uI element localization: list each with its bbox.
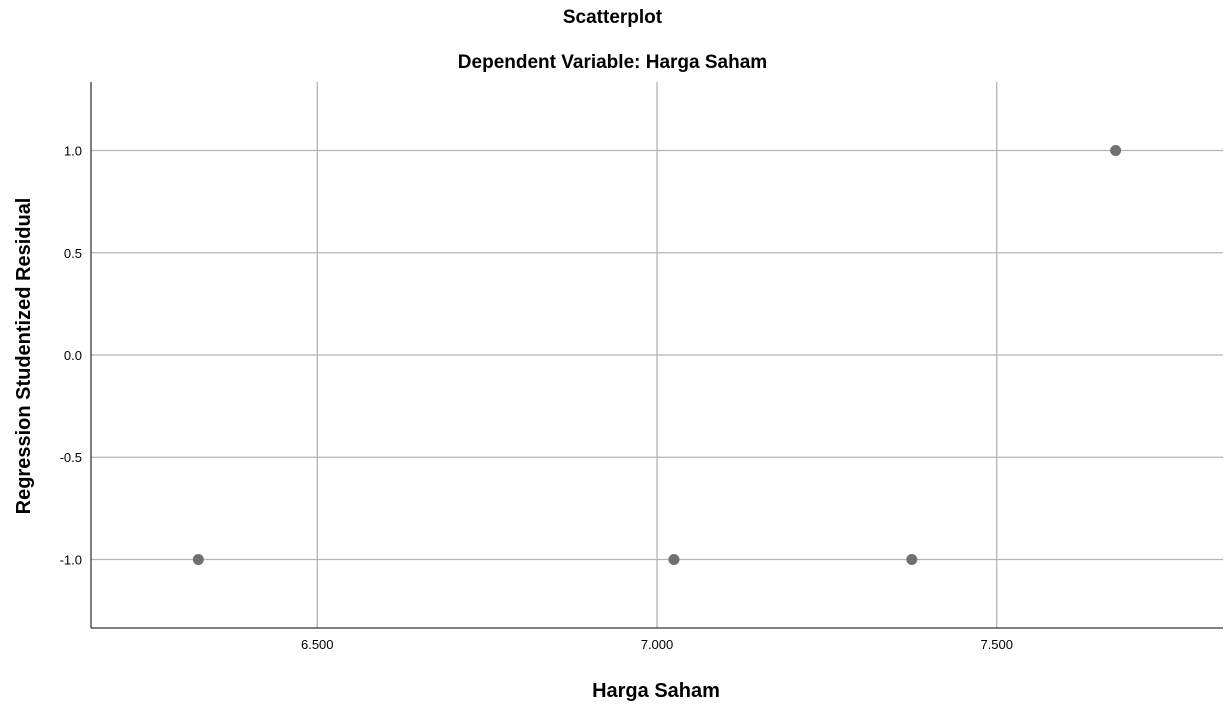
x-tick-label: 6.500 bbox=[301, 637, 334, 652]
y-tick-label: 1.0 bbox=[64, 144, 82, 159]
x-tick-label: 7.500 bbox=[980, 637, 1013, 652]
y-tick-label: -1.0 bbox=[60, 552, 82, 567]
tick-labels: 6.500 7.000 7.500 -1.0 -0.5 0.0 0.5 1.0 bbox=[60, 144, 1013, 652]
y-axis-title: Regression Studentized Residual bbox=[13, 198, 35, 515]
data-point bbox=[906, 553, 918, 565]
data-point bbox=[668, 553, 680, 565]
grid bbox=[91, 82, 1223, 628]
y-tick-label: -0.5 bbox=[60, 450, 82, 465]
y-tick-label: 0.0 bbox=[64, 348, 82, 363]
data-point bbox=[192, 553, 204, 565]
x-axis-title: Harga Saham bbox=[592, 680, 720, 702]
data-point bbox=[1110, 145, 1122, 157]
x-tick-label: 7.000 bbox=[641, 637, 674, 652]
y-tick-label: 0.5 bbox=[64, 246, 82, 261]
chart-subtitle: Dependent Variable: Harga Saham bbox=[457, 52, 768, 73]
data-points bbox=[192, 145, 1122, 565]
chart-title: Scatterplot bbox=[562, 7, 663, 28]
axes bbox=[90, 82, 1223, 629]
